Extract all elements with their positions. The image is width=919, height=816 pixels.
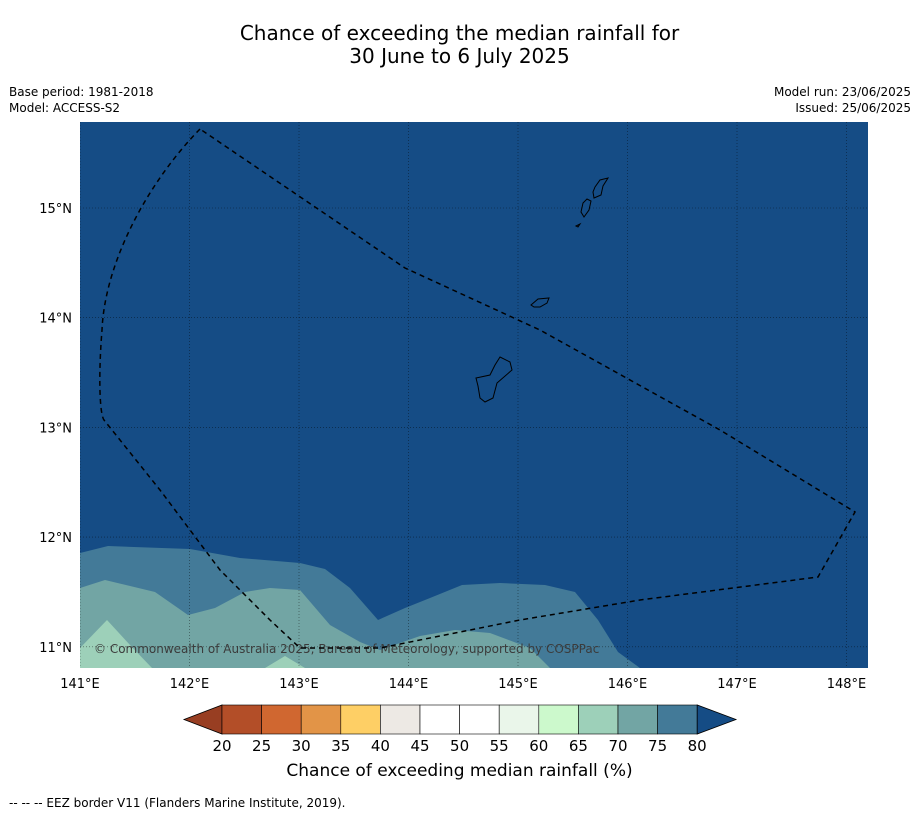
colorbar-tick-label: 65 <box>569 737 588 755</box>
longitude-label: 146°E <box>608 677 648 692</box>
latitude-label: 11°N <box>39 641 72 656</box>
colorbar-tick-label: 70 <box>608 737 627 755</box>
colorbar-swatch <box>657 704 698 735</box>
island-guam <box>475 356 513 403</box>
longitude-label: 143°E <box>279 677 319 692</box>
metadata-right: Model run: 23/06/2025 Issued: 25/06/2025 <box>774 84 911 116</box>
longitude-label: 141°E <box>60 677 100 692</box>
colorbar-swatch <box>300 704 342 735</box>
latitude-label: 12°N <box>39 531 72 546</box>
copyright-text: © Commonwealth of Australia 2025, Bureau… <box>94 642 599 656</box>
island-tinian <box>580 198 592 218</box>
longitude-label: 145°E <box>498 677 538 692</box>
colorbar-tick-label: 45 <box>410 737 429 755</box>
colorbar-tick-label: 40 <box>371 737 390 755</box>
colorbar-swatch <box>498 704 540 735</box>
colorbar-tick-label: 50 <box>450 737 469 755</box>
chart-title: Chance of exceeding the median rainfall … <box>0 22 919 68</box>
colorbar-swatch <box>538 704 579 735</box>
latitude-labels: 15°N 14°N 13°N 12°N 11°N <box>39 202 72 656</box>
issued-text: Issued: 25/06/2025 <box>795 101 911 115</box>
title-line-1: Chance of exceeding the median rainfall … <box>239 21 680 45</box>
longitude-label: 144°E <box>389 677 429 692</box>
colorbar-swatch <box>617 704 658 735</box>
model-run-text: Model run: 23/06/2025 <box>773 85 911 99</box>
latitude-label: 15°N <box>39 202 72 217</box>
colorbar-swatch <box>578 704 619 735</box>
colorbar-swatch <box>419 704 460 735</box>
colorbar-tick-label: 55 <box>490 737 509 755</box>
colorbar-swatch <box>221 704 262 735</box>
longitude-label: 142°E <box>170 677 210 692</box>
title-line-2: 30 June to 6 July 2025 <box>349 44 570 68</box>
colorbar-tick-label: 75 <box>648 737 667 755</box>
colorbar-tick-label: 25 <box>252 737 271 755</box>
island-rota <box>530 297 550 308</box>
island-aguijan <box>574 222 582 228</box>
colorbar-swatch <box>380 704 421 735</box>
eez-footnote: -- -- -- EEZ border V11 (Flanders Marine… <box>9 796 346 810</box>
contour-band-65-70 <box>80 620 305 668</box>
colorbar-tick-label: 60 <box>529 737 548 755</box>
colorbar-label: Chance of exceeding median rainfall (%) <box>286 761 633 781</box>
colorbar-tick-label: 20 <box>212 737 231 755</box>
longitude-label: 147°E <box>717 677 757 692</box>
latitude-label: 14°N <box>39 312 72 327</box>
colorbar-under-arrow <box>182 704 223 735</box>
colorbar-swatch <box>459 704 500 735</box>
model-text: Model: ACCESS-S2 <box>9 101 121 115</box>
colorbar-tick-label: 30 <box>292 737 311 755</box>
base-period-text: Base period: 1981-2018 <box>9 85 154 99</box>
contour-band-70-75 <box>80 580 550 668</box>
latitude-label: 13°N <box>39 421 72 436</box>
islands <box>475 177 610 403</box>
eez-border <box>99 128 857 649</box>
colorbar-swatch <box>340 704 381 735</box>
graticule <box>80 122 868 668</box>
colorbar-tick-label: 80 <box>688 737 707 755</box>
colorbar-swatch <box>261 704 302 735</box>
colorbar-over-arrow <box>696 704 738 735</box>
colorbar: 20 25 30 35 40 45 50 55 60 65 70 75 80 <box>182 704 738 755</box>
metadata-left: Base period: 1981-2018 Model: ACCESS-S2 <box>9 84 154 116</box>
island-saipan <box>592 177 610 199</box>
longitude-labels: 141°E 142°E 143°E 144°E 145°E 146°E 147°E 148°E <box>60 677 866 692</box>
longitude-label: 148°E <box>827 677 867 692</box>
colorbar-tick-label: 35 <box>331 737 350 755</box>
map-area: © Commonwealth of Australia 2025, Bureau… <box>80 122 868 668</box>
